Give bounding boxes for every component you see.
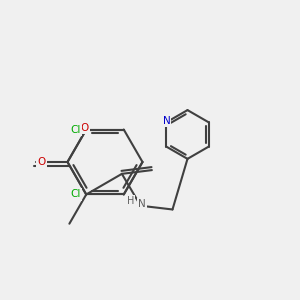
Text: O: O bbox=[38, 157, 46, 167]
Text: N: N bbox=[163, 116, 170, 126]
Text: H: H bbox=[127, 196, 134, 206]
Text: Cl: Cl bbox=[70, 124, 81, 134]
Text: N: N bbox=[138, 199, 146, 209]
Text: O: O bbox=[81, 123, 89, 133]
Text: Cl: Cl bbox=[70, 190, 81, 200]
